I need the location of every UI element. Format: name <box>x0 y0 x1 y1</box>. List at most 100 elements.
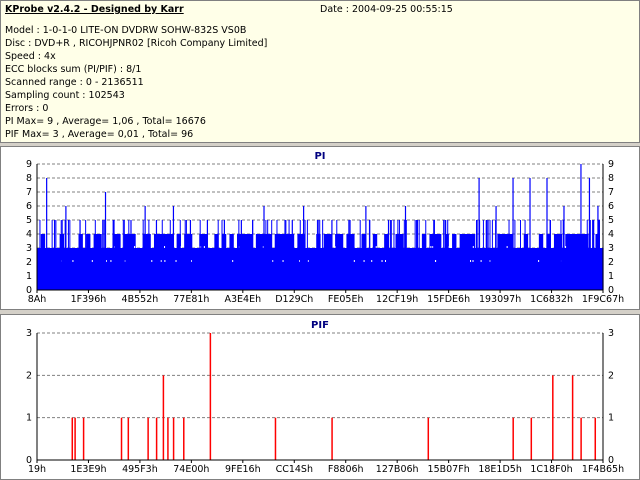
pi-peak <box>563 206 565 290</box>
pi-bar <box>116 234 121 290</box>
pi-bar <box>353 248 359 290</box>
pi-bar <box>476 220 478 290</box>
pif-spike <box>147 417 149 460</box>
pi-bar <box>210 248 215 290</box>
pi-bar <box>244 234 249 290</box>
pi-bar <box>565 234 570 290</box>
y-tick-label-right: 8 <box>608 173 614 184</box>
pi-bar <box>331 248 336 290</box>
pi-bar <box>317 220 319 290</box>
y-tick-label-left: 4 <box>26 229 32 240</box>
pi-bar <box>102 220 104 290</box>
pi-dip <box>472 246 474 248</box>
pi-bar <box>37 248 42 290</box>
pi-dip <box>282 260 284 262</box>
y-tick-label-right: 1 <box>608 413 614 424</box>
pi-bar <box>398 220 400 290</box>
y-tick-label-right: 0 <box>608 285 614 296</box>
pi-dip <box>210 246 212 248</box>
pi-bar <box>368 220 370 290</box>
pi-peak <box>144 206 146 290</box>
pi-bar <box>406 248 412 290</box>
pi-bar <box>172 248 178 290</box>
pi-bar <box>504 234 510 290</box>
x-tick-label: 77E81h <box>173 294 209 305</box>
pi-dip <box>381 260 383 262</box>
pi-bar <box>393 220 395 290</box>
pi-bar <box>523 234 529 290</box>
pi-bar <box>278 234 283 290</box>
y-tick-label-left: 1 <box>26 413 32 424</box>
pi-peak <box>546 178 548 290</box>
pi-bar <box>161 220 163 290</box>
pi-bar <box>598 220 600 290</box>
info-line-speed: Speed : 4x <box>5 51 56 62</box>
pi-bar <box>508 234 514 290</box>
info-line-pif-summary: PIF Max= 3 , Average= 0,01 , Total= 96 <box>5 129 194 140</box>
pi-bar <box>316 220 318 290</box>
pi-bar <box>467 234 472 290</box>
pif-spike <box>209 333 212 460</box>
pi-dip <box>209 246 211 248</box>
pif-spike <box>427 417 430 460</box>
pi-dip <box>134 246 136 248</box>
pif-spike <box>552 375 554 460</box>
pi-bar <box>267 220 269 290</box>
pi-bar <box>39 220 41 290</box>
pi-peak <box>104 192 107 290</box>
pi-bar <box>86 234 91 290</box>
pi-bar <box>165 234 170 290</box>
pi-dip <box>272 260 274 262</box>
pi-bar <box>562 220 564 290</box>
pi-bar <box>271 220 273 290</box>
bar-group <box>37 164 604 290</box>
x-tick-label: F8806h <box>328 464 364 475</box>
pi-bar <box>514 220 516 290</box>
pi-bar <box>516 248 521 290</box>
pi-dip <box>164 260 166 262</box>
x-tick-label: 9FE16h <box>225 464 261 475</box>
pi-bar <box>169 234 174 290</box>
app-title: KProbe v2.4.2 - Designed by Karr <box>5 4 184 15</box>
pif-spike <box>172 417 175 460</box>
pi-dip <box>430 246 432 248</box>
x-tick-label: 1F4B65h <box>582 464 624 475</box>
pi-bar <box>206 248 212 290</box>
pi-bar <box>60 220 62 290</box>
pi-bar <box>410 248 415 290</box>
pi-bar <box>475 220 477 290</box>
x-tick-label: 8Ah <box>28 294 47 305</box>
pi-peak <box>387 220 390 290</box>
pi-peak <box>365 206 367 290</box>
x-tick-label: 18E1D5h <box>478 464 522 475</box>
pi-bar <box>452 234 457 290</box>
pi-bar <box>478 248 483 290</box>
pi-bar <box>576 234 581 290</box>
pi-bar <box>299 220 301 290</box>
pi-peak <box>79 220 81 290</box>
pif-spike <box>331 417 333 460</box>
x-tick-label: D129Ch <box>275 294 313 305</box>
pi-dip <box>160 260 162 262</box>
pi-dip <box>219 246 221 248</box>
pi-bar <box>491 220 493 290</box>
pi-bar <box>501 234 506 290</box>
pi-bar <box>338 234 344 290</box>
y-tick-label-left: 6 <box>26 201 32 212</box>
y-tick-label-left: 7 <box>26 187 32 198</box>
pi-bar <box>436 234 442 290</box>
pi-peak <box>206 220 208 290</box>
info-line-ecc: ECC blocks sum (PI/PIF) : 8/1 <box>5 64 142 75</box>
x-tick-label: 4B552h <box>122 294 159 305</box>
pi-bar <box>443 220 445 290</box>
pif-spike <box>167 417 169 460</box>
pi-bar <box>123 220 125 290</box>
pi-peak <box>444 220 446 290</box>
pi-peak <box>588 178 591 290</box>
pi-bar <box>593 220 595 290</box>
bar-group <box>71 333 597 460</box>
pi-bar <box>448 248 453 290</box>
pi-dip <box>435 260 437 262</box>
pi-bar <box>550 248 555 290</box>
pi-bar <box>265 220 267 290</box>
